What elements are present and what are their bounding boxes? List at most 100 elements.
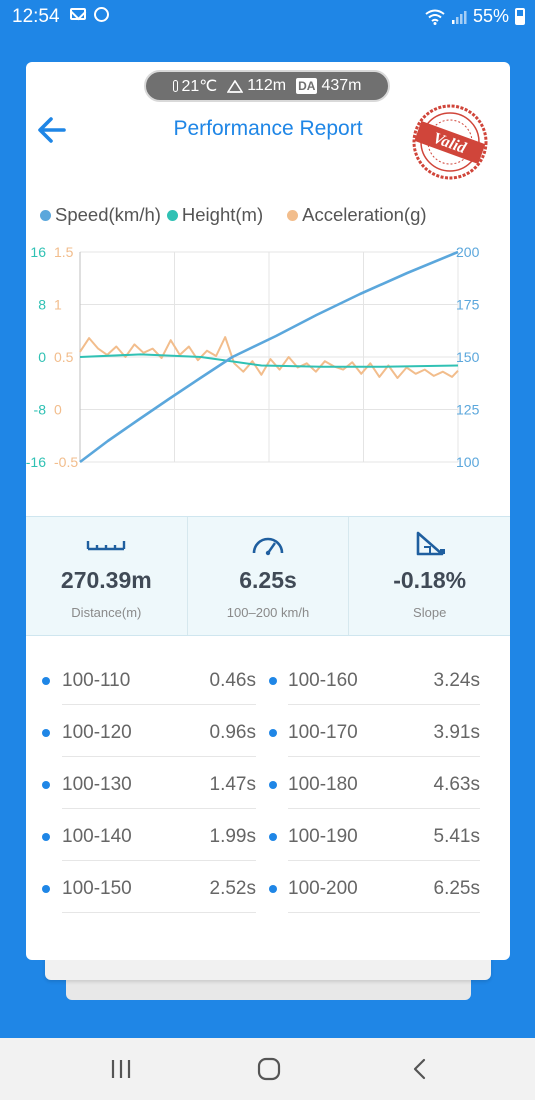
- speed-tick-label: 150: [456, 349, 480, 365]
- ruler-icon: [87, 541, 126, 551]
- legend-height: Height(m): [166, 204, 264, 226]
- split-item: 100-110 0.46s: [42, 658, 256, 705]
- stat-slope: -0.18% Slope: [349, 517, 510, 635]
- split-item: 100-200 6.25s: [269, 866, 480, 913]
- legend-height-label: Height(m): [181, 204, 264, 225]
- bullet-dot: [269, 885, 277, 893]
- split-time: 2.52s: [209, 878, 256, 899]
- split-time: 5.41s: [433, 826, 480, 847]
- height-tick-label: 16: [30, 244, 46, 260]
- valid-stamp: Valid: [412, 104, 488, 180]
- legend-acceleration-label: Acceleration(g): [302, 204, 427, 225]
- wifi-icon: [425, 9, 445, 25]
- split-range: 100-140: [62, 826, 132, 847]
- thermometer-icon: [172, 80, 178, 92]
- split-time: 0.46s: [209, 670, 256, 691]
- split-time: 0.96s: [209, 722, 256, 743]
- acceleration-tick-label: 1.5: [54, 244, 74, 260]
- battery-icon: [515, 8, 525, 25]
- bullet-dot: [42, 677, 50, 685]
- split-item: 100-140 1.99s: [42, 814, 256, 861]
- split-range: 100-180: [288, 774, 358, 795]
- environment-pill: 21℃ 112m DA 437m: [144, 70, 390, 102]
- stats-panel: 270.39m Distance(m) 6.25s 100–200 km/h -…: [26, 516, 510, 636]
- split-times-list: 100-110 0.46s 100-160 3.24s 100-120 0.96s 1…: [26, 658, 510, 918]
- split-range: 100-190: [288, 826, 358, 847]
- height-tick-label: -16: [26, 454, 46, 470]
- bullet-dot: [42, 729, 50, 737]
- height-dot: [166, 209, 178, 221]
- acceleration-tick-label: -0.5: [54, 454, 78, 470]
- da-badge: DA: [296, 78, 318, 94]
- distance-value: 270.39m: [60, 567, 152, 593]
- navigation-bar: [0, 1038, 535, 1100]
- speed-tick-label: 125: [456, 402, 480, 418]
- speed-tick-label: 200: [456, 244, 480, 260]
- split-time: 6.25s: [433, 878, 480, 899]
- split-time: 3.91s: [433, 722, 480, 743]
- split-item: 100-120 0.96s: [42, 710, 256, 757]
- split-row: 100-130 1.47s 100-180 4.63s: [26, 762, 510, 814]
- bullet-dot: [269, 677, 277, 685]
- bullet-dot: [269, 833, 277, 841]
- acceleration-tick-label: 1: [54, 297, 62, 313]
- split-time: 3.24s: [433, 670, 480, 691]
- split-row: 100-110 0.46s 100-160 3.24s: [26, 658, 510, 710]
- status-bar: 12:54 55%: [0, 0, 535, 34]
- split-range: 100-170: [288, 722, 358, 743]
- slope-icon: [416, 531, 445, 556]
- acceleration-dot: [287, 209, 299, 221]
- split-range: 100-110: [62, 670, 131, 691]
- bullet-dot: [42, 885, 50, 893]
- altitude-value: 112m: [247, 77, 287, 94]
- acceleration-tick-label: 0: [54, 402, 62, 418]
- page-title: Performance Report: [173, 117, 363, 140]
- bullet-dot: [42, 833, 50, 841]
- height-tick-label: 0: [38, 349, 46, 365]
- height-tick-label: -8: [34, 402, 47, 418]
- temperature-value: 21℃: [181, 78, 218, 95]
- notification-icon: [94, 7, 109, 22]
- split-item: 100-170 3.91s: [269, 710, 480, 757]
- back-button[interactable]: [406, 1056, 434, 1082]
- bullet-dot: [269, 781, 277, 789]
- recent-apps-button[interactable]: [107, 1056, 135, 1082]
- height-tick-label: 8: [38, 297, 46, 313]
- performance-report-card: 21℃ 112m DA 437m Performance Report Vali…: [26, 62, 510, 960]
- split-time: 1.47s: [209, 774, 256, 795]
- speedometer-icon: [252, 537, 284, 556]
- split-item: 100-180 4.63s: [269, 762, 480, 809]
- split-item: 100-130 1.47s: [42, 762, 256, 809]
- acceleration-tick-label: 0.5: [54, 349, 74, 365]
- stat-time: 6.25s 100–200 km/h: [188, 517, 350, 635]
- status-time: 12:54: [12, 6, 60, 27]
- split-row: 100-150 2.52s 100-200 6.25s: [26, 866, 510, 918]
- split-range: 100-200: [288, 878, 358, 899]
- time-value: 6.25s: [239, 567, 297, 593]
- time-label: 100–200 km/h: [226, 605, 310, 620]
- distance-label: Distance(m): [71, 605, 142, 620]
- height-series-line: [79, 353, 459, 368]
- split-item: 100-150 2.52s: [42, 866, 256, 913]
- speed-tick-label: 100: [456, 454, 480, 470]
- split-range: 100-160: [288, 670, 358, 691]
- home-button[interactable]: [255, 1056, 283, 1082]
- speed-series-line: [79, 250, 459, 464]
- split-range: 100-150: [62, 878, 132, 899]
- signal-icon: [451, 10, 467, 24]
- split-range: 100-120: [62, 722, 132, 743]
- speed-tick-label: 175: [456, 297, 480, 313]
- mail-icon: [70, 8, 86, 20]
- split-range: 100-130: [62, 774, 132, 795]
- bullet-dot: [42, 781, 50, 789]
- split-time: 1.99s: [209, 826, 256, 847]
- legend-speed: Speed(km/h): [40, 204, 161, 226]
- split-item: 100-160 3.24s: [269, 658, 480, 705]
- split-item: 100-190 5.41s: [269, 814, 480, 861]
- bullet-dot: [269, 729, 277, 737]
- legend-acceleration: Acceleration(g): [287, 204, 427, 226]
- slope-value: -0.18%: [393, 567, 467, 593]
- back-arrow-icon[interactable]: [32, 112, 72, 148]
- acceleration-series-line: [79, 336, 459, 379]
- split-row: 100-140 1.99s 100-190 5.41s: [26, 814, 510, 866]
